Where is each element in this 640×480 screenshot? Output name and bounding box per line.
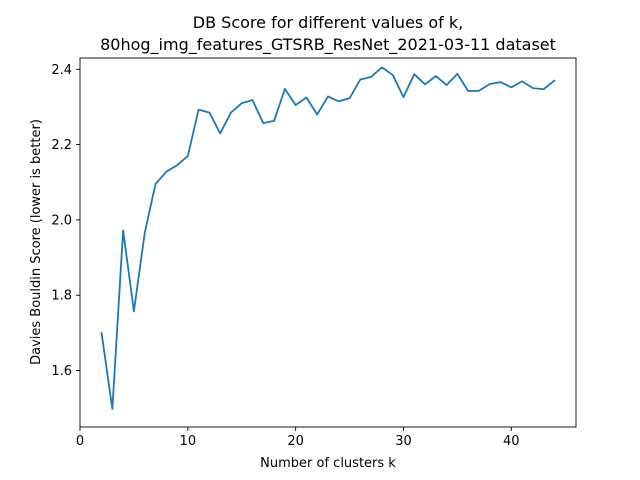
y-tick-label: 2.2 [51, 138, 72, 153]
x-axis-label: Number of clusters k [260, 456, 396, 471]
x-tick-label: 10 [180, 434, 197, 449]
y-tick-label: 1.6 [51, 364, 72, 379]
plot-area [79, 57, 577, 428]
x-tick-label: 20 [287, 434, 304, 449]
x-tick-label: 30 [395, 434, 412, 449]
x-tick-label: 0 [76, 434, 84, 449]
chart-title-line-1: DB Score for different values of k, [193, 13, 463, 32]
db-score-series-line [100, 66, 556, 410]
chart-title-line-2: 80hog_img_features_GTSRB_ResNet_2021-03-… [100, 35, 556, 55]
y-axis-label: Davies Bouldin Score (lower is better) [29, 119, 44, 365]
y-tick-label: 1.8 [51, 289, 72, 304]
y-tick-label: 2.4 [51, 63, 72, 78]
y-axis-ticks: 1.6 1.8 2.0 2.2 2.4 [51, 63, 80, 379]
y-tick-label: 2.0 [51, 213, 72, 228]
plot-frame [79, 57, 577, 428]
x-tick-label: 40 [503, 434, 520, 449]
x-axis-ticks: 0 10 20 30 40 [76, 427, 520, 449]
